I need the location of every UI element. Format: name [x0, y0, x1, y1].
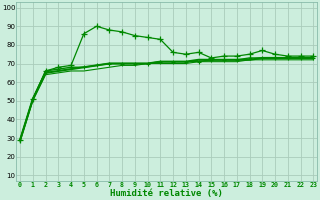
X-axis label: Humidité relative (%): Humidité relative (%) [110, 189, 223, 198]
